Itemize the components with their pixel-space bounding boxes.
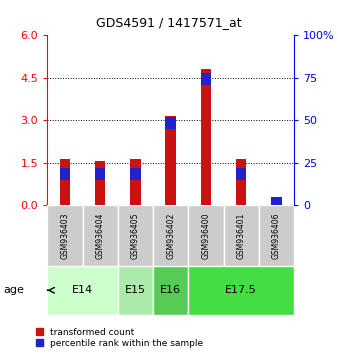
Bar (95, 161, 105, 205)
Bar (201, 69, 211, 205)
Text: E17.5: E17.5 (225, 285, 257, 295)
Text: GSM936403: GSM936403 (61, 212, 69, 259)
Bar (188, 266, 294, 315)
Bar (188, 205, 223, 266)
Bar (47, 266, 118, 315)
Text: GSM936402: GSM936402 (166, 212, 175, 259)
Text: E14: E14 (72, 285, 93, 295)
Bar (153, 205, 188, 266)
Bar (130, 168, 141, 180)
Text: GSM936405: GSM936405 (131, 212, 140, 259)
Bar (271, 203, 282, 205)
Text: age: age (3, 285, 24, 295)
Bar (118, 266, 153, 315)
Legend: transformed count, percentile rank within the sample: transformed count, percentile rank withi… (35, 327, 204, 349)
Bar (82, 205, 118, 266)
Bar (201, 73, 211, 85)
Bar (271, 197, 282, 209)
Bar (60, 159, 70, 205)
Bar (118, 205, 153, 266)
Text: GSM936404: GSM936404 (96, 212, 105, 259)
Bar (95, 168, 105, 180)
Text: E16: E16 (160, 285, 181, 295)
Text: GSM936401: GSM936401 (237, 212, 246, 259)
Bar (236, 159, 246, 205)
Bar (165, 117, 176, 129)
Text: E15: E15 (125, 285, 146, 295)
Bar (153, 266, 188, 315)
Bar (259, 205, 294, 266)
Bar (47, 205, 82, 266)
Bar (165, 116, 176, 205)
Text: GSM936400: GSM936400 (201, 212, 211, 259)
Bar (60, 168, 70, 180)
Text: GDS4591 / 1417571_at: GDS4591 / 1417571_at (96, 16, 242, 29)
Bar (223, 205, 259, 266)
Bar (236, 168, 246, 180)
Text: GSM936406: GSM936406 (272, 212, 281, 259)
Bar (130, 159, 141, 205)
